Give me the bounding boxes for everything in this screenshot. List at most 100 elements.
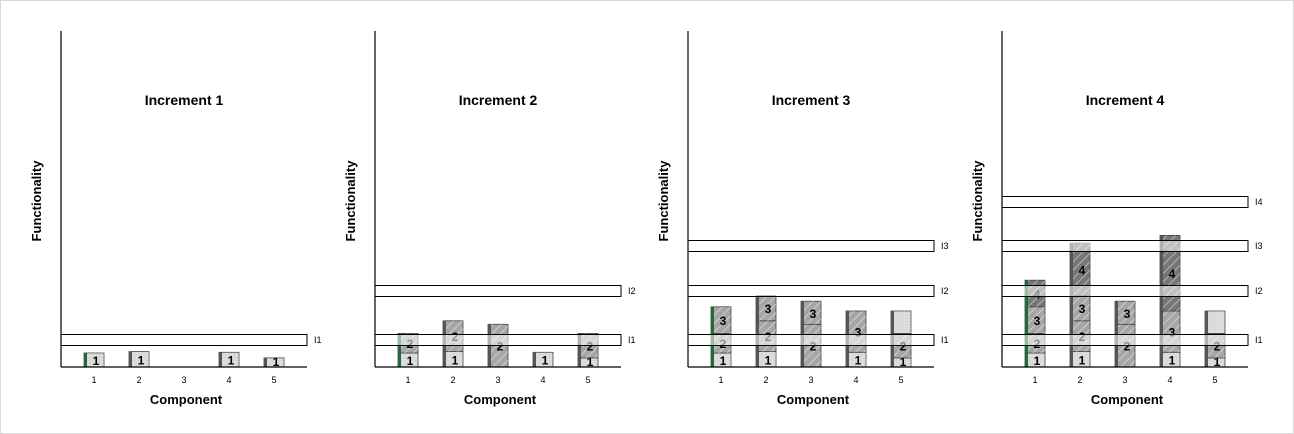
x-tick-label: 1 xyxy=(91,375,96,385)
chart-title: Increment 3 xyxy=(772,92,851,108)
increment-band-label: I2 xyxy=(941,286,949,296)
increment-band-label: I2 xyxy=(628,286,636,296)
x-tick-label: 5 xyxy=(271,375,276,385)
segment-label: 3 xyxy=(1124,307,1131,321)
bar-component-4: 1 xyxy=(533,352,553,367)
segment-label: 1 xyxy=(452,353,459,367)
bar-component-2: 123 xyxy=(756,296,776,368)
segment-label: 1 xyxy=(1079,353,1086,367)
bar-segment-edge xyxy=(846,311,849,352)
x-tick-label: 3 xyxy=(495,375,500,385)
x-tick-label: 5 xyxy=(1212,375,1217,385)
x-axis-title: Component xyxy=(777,392,850,407)
segment-label: 1 xyxy=(765,353,772,367)
bar-component-4: 1 xyxy=(219,352,239,367)
segment-label: 1 xyxy=(720,354,727,368)
segment-label: 1 xyxy=(855,354,862,368)
x-tick-label: 1 xyxy=(1032,375,1037,385)
x-tick-label: 3 xyxy=(181,375,186,385)
segment-label: 1 xyxy=(138,353,145,367)
increment-band xyxy=(1002,286,1248,297)
bar-segment-edge xyxy=(129,352,132,367)
bar-component-2: 1234 xyxy=(1070,243,1090,367)
segment-label: 3 xyxy=(1034,314,1041,328)
chart-title: Increment 4 xyxy=(1086,92,1165,108)
y-axis-title: Functionality xyxy=(343,160,358,242)
bar-segment-edge xyxy=(756,296,759,321)
increment-band xyxy=(1002,197,1248,208)
bar-segment-edge xyxy=(801,301,804,324)
bar-segment-edge xyxy=(398,353,401,367)
segment-label: 1 xyxy=(228,354,235,368)
segment-label: 1 xyxy=(1034,354,1041,368)
x-tick-label: 2 xyxy=(450,375,455,385)
segment-label: 3 xyxy=(1079,302,1086,316)
panel-increment-1: Functionality Component Increment 1 1 1 1 2 3 1 4… xyxy=(29,31,322,407)
bar-segment-edge xyxy=(84,353,87,367)
y-axis-title: Functionality xyxy=(656,160,671,242)
increment-band-label: I1 xyxy=(628,335,636,345)
bar-segment-edge xyxy=(219,352,222,367)
increment-band-label: I1 xyxy=(1255,335,1263,345)
y-axis-title: Functionality xyxy=(29,160,44,242)
increment-band xyxy=(688,335,934,346)
panel-increment-4: FunctionalityComponentIncrement 41234112… xyxy=(970,31,1263,407)
increment-band xyxy=(61,335,307,346)
x-tick-label: 2 xyxy=(1077,375,1082,385)
segment-label: 3 xyxy=(810,307,817,321)
increment-band-label: I4 xyxy=(1255,197,1263,207)
bar-segment-edge xyxy=(1115,301,1118,324)
bar-segment-edge xyxy=(846,352,849,367)
x-tick-label: 4 xyxy=(853,375,858,385)
x-axis-title: Component xyxy=(150,392,223,407)
x-axis-title: Component xyxy=(1091,392,1164,407)
x-tick-label: 4 xyxy=(1167,375,1172,385)
increment-band xyxy=(1002,241,1248,252)
chart-title: Increment 1 xyxy=(145,92,224,108)
increment-band-label: I3 xyxy=(941,241,949,251)
bar-segment-edge xyxy=(1160,311,1163,352)
x-tick-label: 5 xyxy=(585,375,590,385)
bar-segment-edge xyxy=(891,358,894,367)
segment-label: 3 xyxy=(765,302,772,316)
segment-label: 3 xyxy=(720,314,727,328)
increment-band-label: I1 xyxy=(941,335,949,345)
bar-segment-edge xyxy=(443,352,446,367)
segment-label: 1 xyxy=(1169,354,1176,368)
bar-segment-edge xyxy=(1205,358,1208,367)
chart-title: Increment 2 xyxy=(459,92,538,108)
bar-segment-edge xyxy=(1070,352,1073,367)
segment-label: 4 xyxy=(1169,267,1176,281)
bar-segment-edge xyxy=(1205,311,1208,333)
bar-segment-edge xyxy=(711,353,714,367)
increment-band-label: I1 xyxy=(314,335,322,345)
x-tick-label: 4 xyxy=(540,375,545,385)
increment-band xyxy=(688,286,934,297)
bar-segment-edge xyxy=(1160,352,1163,367)
segment-label: 1 xyxy=(542,354,549,368)
x-axis-title: Component xyxy=(464,392,537,407)
segment-label: 1 xyxy=(93,354,100,368)
increment-band xyxy=(688,241,934,252)
bar-component-1: 1 xyxy=(84,353,104,368)
increment-band-label: I3 xyxy=(1255,241,1263,251)
y-axis-title: Functionality xyxy=(970,160,985,242)
bar-segment-edge xyxy=(1025,307,1028,334)
segment-label: 4 xyxy=(1079,263,1086,277)
bar-segment-edge xyxy=(533,352,536,367)
increment-band xyxy=(375,286,621,297)
increment-band xyxy=(1002,335,1248,346)
bar-segment-edge xyxy=(578,358,581,367)
increment-band xyxy=(375,335,621,346)
bar-segment-edge xyxy=(711,307,714,334)
bar-segment-edge xyxy=(756,352,759,367)
x-tick-label: 2 xyxy=(136,375,141,385)
x-tick-label: 1 xyxy=(405,375,410,385)
increment-band-label: I2 xyxy=(1255,286,1263,296)
x-tick-label: 5 xyxy=(898,375,903,385)
segment-label: 1 xyxy=(407,354,414,368)
